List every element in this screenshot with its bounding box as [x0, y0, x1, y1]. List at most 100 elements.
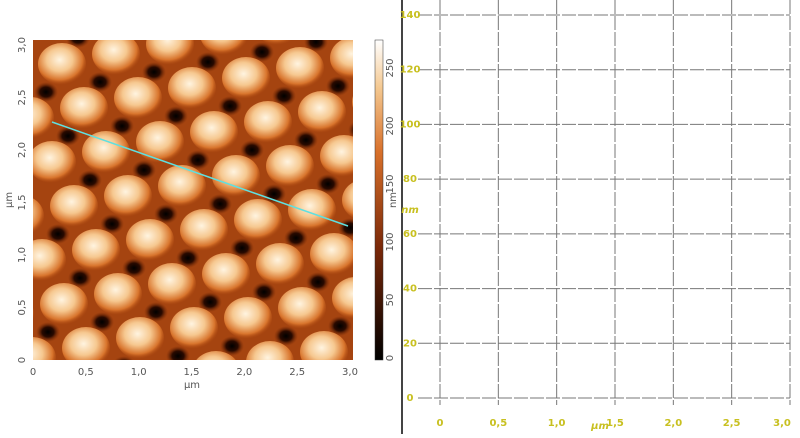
grain — [33, 198, 44, 234]
pit — [36, 322, 60, 342]
y-tick-label: 0 — [407, 393, 414, 404]
pit — [426, 394, 450, 414]
pit — [338, 218, 353, 238]
y-tick-label: 0,5 — [17, 300, 28, 316]
pit — [328, 316, 352, 336]
pit — [100, 214, 124, 234]
y-tick-label: 2,0 — [17, 142, 28, 158]
pit — [110, 116, 134, 136]
pit — [114, 356, 134, 360]
colorbar-tick-label: 200 — [385, 116, 396, 135]
pit — [120, 18, 144, 38]
pit — [90, 312, 114, 332]
colorbar-tick-label: 0 — [385, 355, 396, 361]
pit — [46, 224, 70, 244]
grain — [72, 229, 120, 271]
x-tick-label: 2,5 — [289, 367, 305, 378]
grain — [33, 40, 48, 41]
grain — [201, 40, 247, 55]
y-tick-label: 0 — [17, 357, 28, 363]
grain — [148, 263, 196, 305]
pit — [240, 140, 264, 160]
grain — [146, 40, 194, 65]
pit — [404, 350, 428, 370]
grain — [33, 337, 56, 360]
colorbar-tick-label: 50 — [385, 294, 396, 307]
pit — [272, 86, 296, 106]
pit — [188, 390, 212, 410]
pit — [154, 204, 178, 224]
x-axis-label: µm — [184, 380, 200, 391]
pit — [196, 52, 220, 72]
grain — [342, 182, 353, 218]
y-tick-label: 120 — [400, 65, 421, 76]
grain — [170, 307, 218, 349]
grain — [276, 47, 324, 89]
x-tick-label: 2,0 — [664, 418, 682, 429]
y-tick-label: 20 — [403, 338, 417, 349]
grain — [202, 253, 250, 295]
grain — [33, 97, 54, 139]
pit — [176, 248, 200, 268]
grain — [104, 175, 152, 217]
grain — [298, 91, 346, 133]
pit — [68, 268, 92, 288]
pit — [88, 72, 112, 92]
x-tick-label: 0 — [437, 418, 444, 429]
grain — [70, 0, 118, 31]
pit — [144, 302, 168, 322]
grain — [288, 189, 336, 231]
x-tick-label: 0 — [30, 367, 36, 378]
grain — [224, 297, 272, 339]
pit — [218, 96, 242, 116]
pit — [306, 272, 330, 292]
y-tick-label: 40 — [403, 284, 417, 295]
grain — [234, 199, 282, 241]
x-tick-label: 0,5 — [78, 367, 94, 378]
y-tick-label: 1,5 — [17, 195, 28, 211]
pit — [220, 336, 244, 356]
y-axis-label: nm — [401, 205, 419, 216]
pit — [274, 326, 298, 346]
grain — [256, 243, 304, 285]
pit — [34, 82, 58, 102]
profile-grid — [418, 0, 791, 405]
pit — [372, 404, 396, 424]
grain — [38, 43, 86, 85]
grain — [33, 308, 34, 320]
grain — [278, 287, 326, 329]
grain — [310, 233, 353, 275]
grain — [212, 155, 260, 197]
grain — [330, 40, 353, 79]
grain — [266, 145, 314, 187]
grain — [50, 185, 98, 227]
colorbar-tick-label: 150 — [385, 174, 396, 193]
grain — [246, 341, 294, 360]
grain — [126, 219, 174, 261]
grain — [40, 283, 88, 325]
x-tick-label: 1,0 — [131, 367, 147, 378]
pit — [208, 194, 232, 214]
pit — [414, 252, 438, 272]
pit — [294, 130, 318, 150]
pit — [134, 400, 158, 420]
grain — [158, 165, 206, 207]
x-tick-label: 0,5 — [489, 418, 507, 429]
grain — [196, 351, 236, 360]
grain — [82, 131, 130, 173]
grain — [60, 87, 108, 129]
pit — [78, 170, 102, 190]
grain — [222, 57, 270, 99]
grain — [308, 0, 356, 35]
grain — [376, 365, 424, 407]
grain — [332, 277, 353, 319]
pit — [250, 42, 274, 62]
x-tick-label: 2,5 — [723, 418, 741, 429]
y-tick-label: 1,0 — [17, 247, 28, 263]
grain — [33, 239, 66, 281]
pit — [348, 121, 353, 139]
x-tick-label: 1,5 — [184, 367, 200, 378]
colorbar-label: nm — [388, 192, 399, 208]
